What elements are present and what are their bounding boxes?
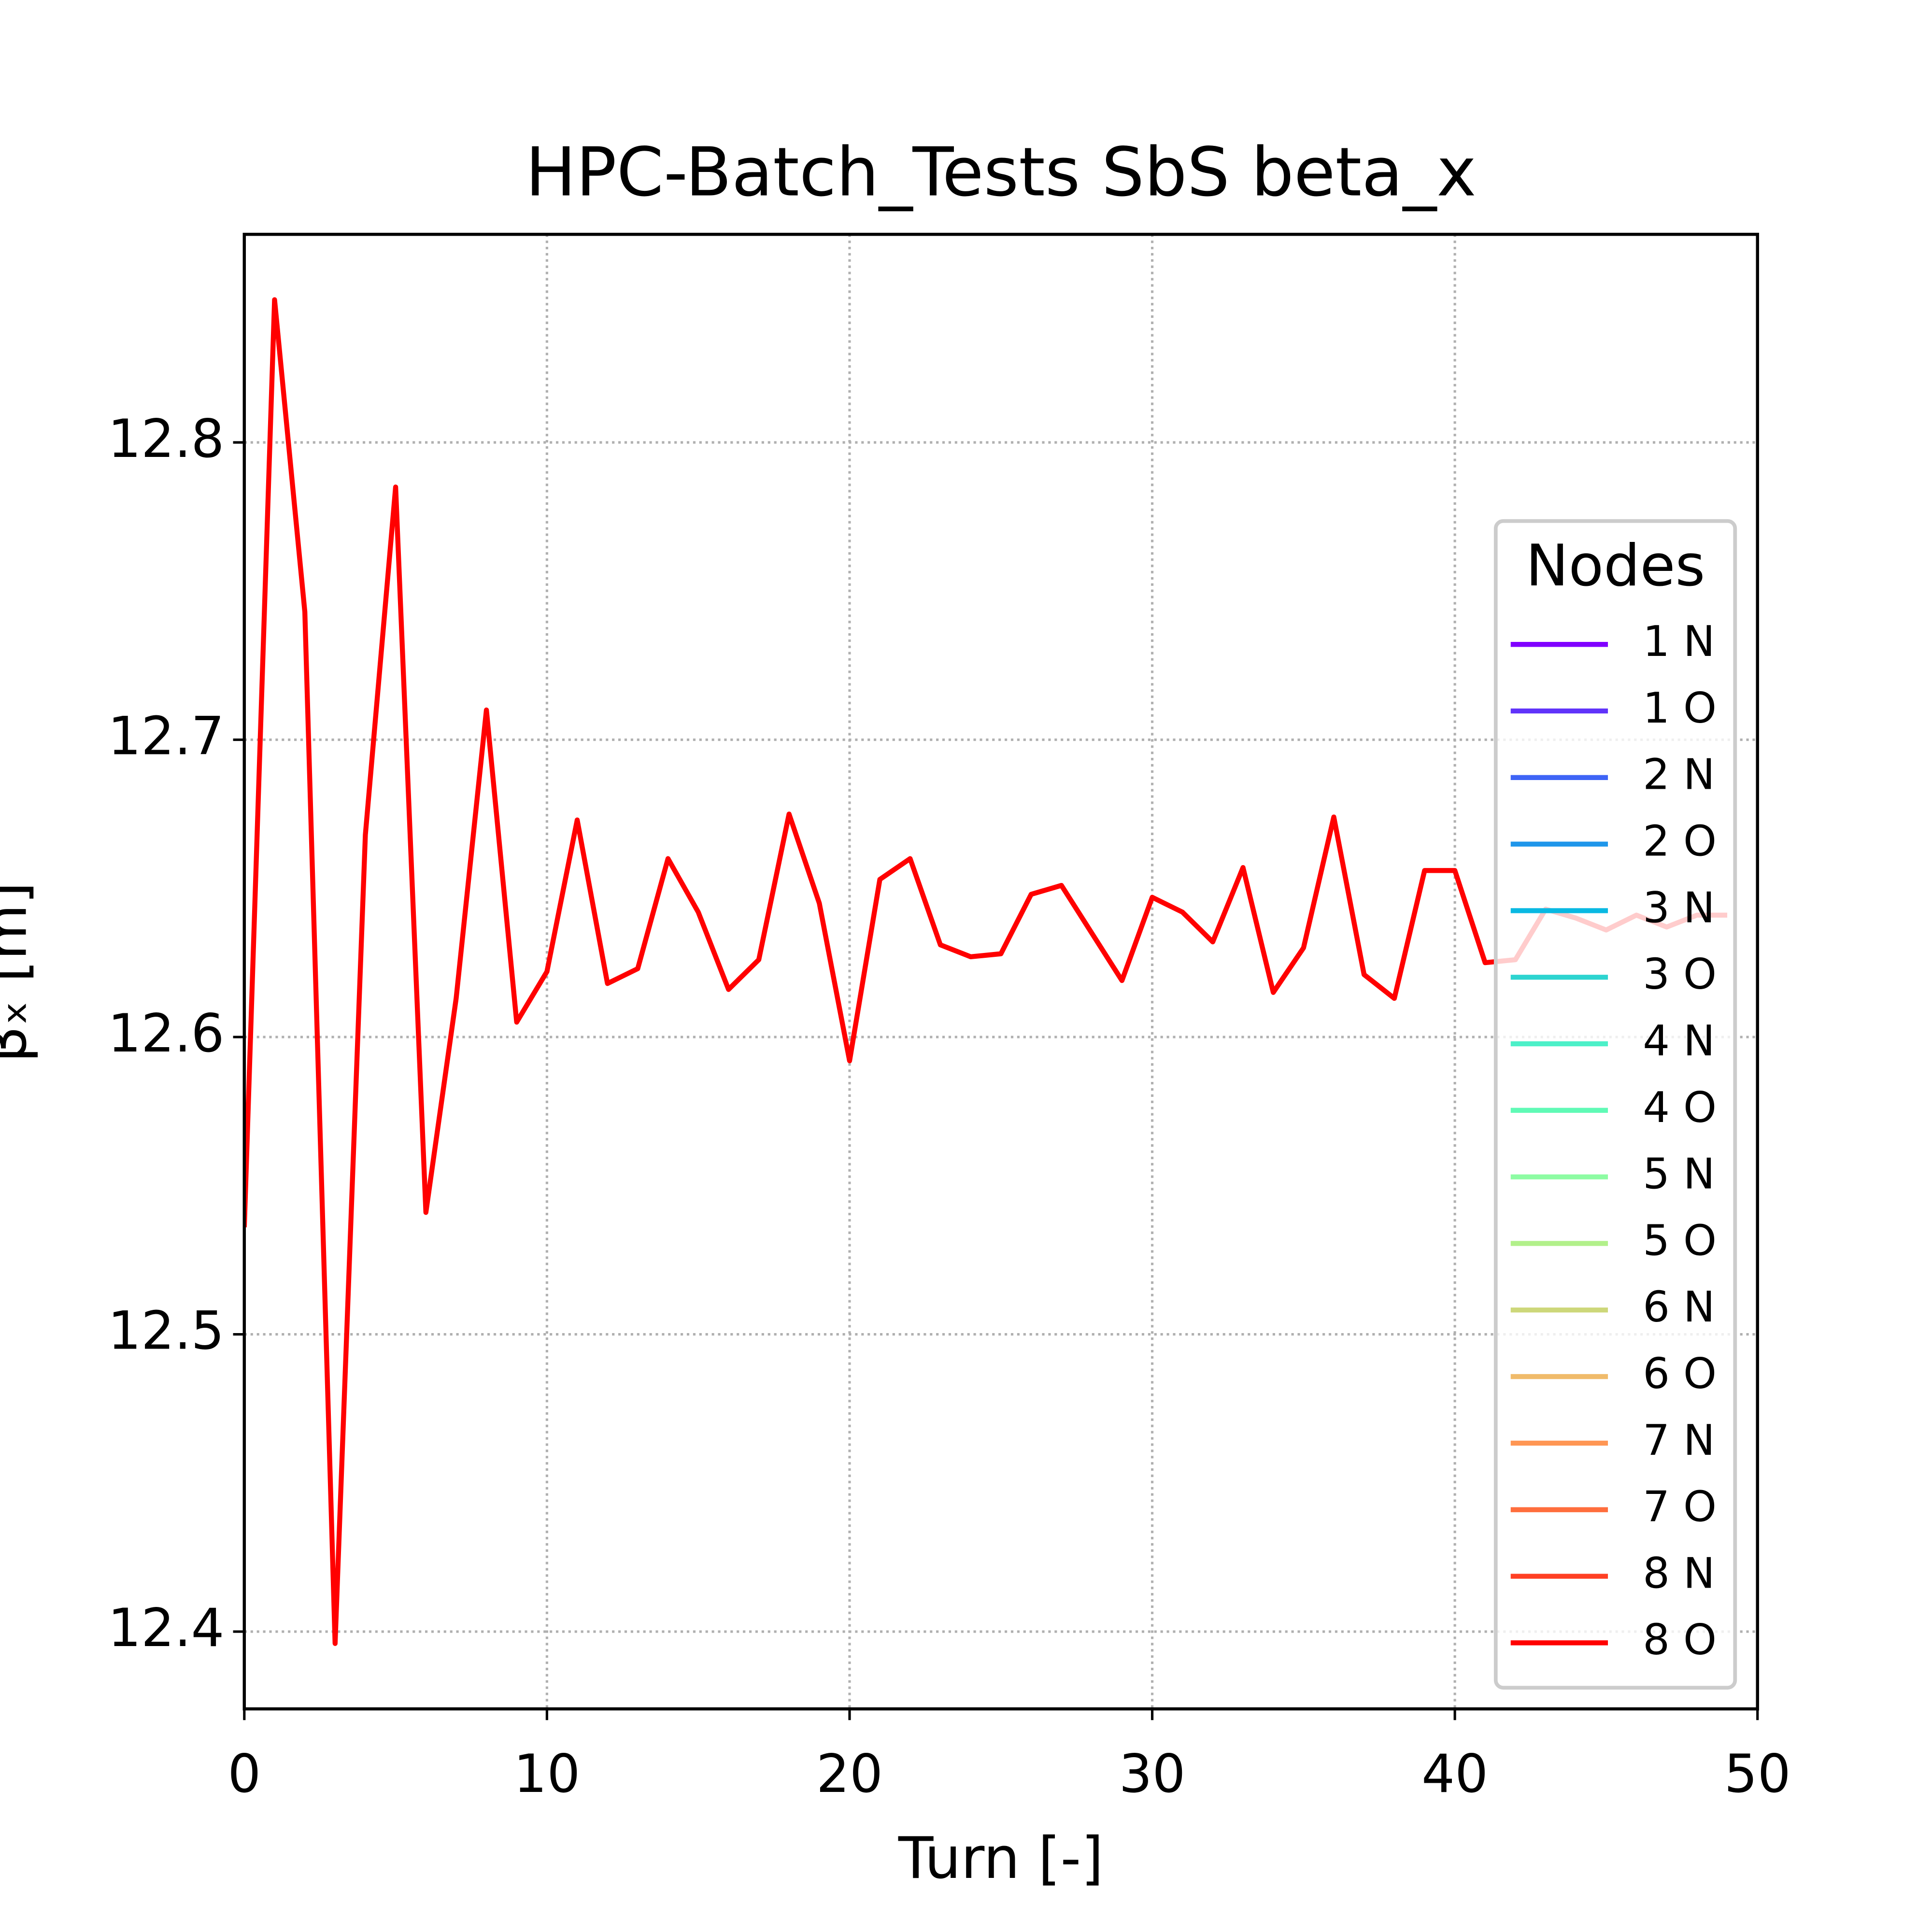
y-tick-label: 12.4	[108, 1597, 224, 1659]
legend-label: 6 O	[1643, 1349, 1717, 1398]
data-line	[244, 297, 1728, 1646]
legend-label: 8 O	[1643, 1615, 1717, 1664]
y-tick-label: 12.6	[108, 1003, 224, 1064]
legend-label: 7 N	[1643, 1416, 1715, 1465]
legend-title: Nodes	[1526, 532, 1705, 599]
x-axis-label: Turn [-]	[898, 1825, 1104, 1891]
x-tick-label: 20	[816, 1743, 883, 1804]
legend-label: 3 N	[1643, 883, 1715, 932]
y-tick-label: 12.7	[108, 705, 224, 767]
legend-label: 7 O	[1643, 1482, 1717, 1532]
plot-frame	[242, 232, 1759, 1711]
x-tick-label: 40	[1421, 1743, 1488, 1804]
legend-label: 3 O	[1643, 950, 1717, 999]
legend-box	[1493, 519, 1737, 1690]
legend-label: 1 N	[1643, 617, 1715, 666]
legend-label: 1 O	[1643, 683, 1717, 733]
x-tick-label: 10	[513, 1743, 580, 1804]
chart-title: HPC-Batch_Tests SbS beta_x	[526, 133, 1477, 212]
legend-label: 4 O	[1643, 1083, 1717, 1132]
legend-label: 2 N	[1643, 750, 1715, 799]
x-tick-label: 0	[227, 1743, 261, 1804]
y-axis-label: βₓ [m]	[0, 882, 39, 1063]
legend-label: 6 N	[1643, 1282, 1715, 1332]
legend-label: 5 O	[1643, 1216, 1717, 1265]
x-tick-label: 30	[1119, 1743, 1186, 1804]
legend-label: 5 N	[1643, 1150, 1715, 1199]
y-tick-label: 12.5	[108, 1300, 224, 1361]
legend-label: 2 O	[1643, 817, 1717, 866]
legend-label: 8 N	[1643, 1548, 1715, 1598]
x-tick-label: 50	[1724, 1743, 1791, 1804]
legend-label: 4 N	[1643, 1016, 1715, 1065]
y-tick-label: 12.8	[108, 408, 224, 469]
